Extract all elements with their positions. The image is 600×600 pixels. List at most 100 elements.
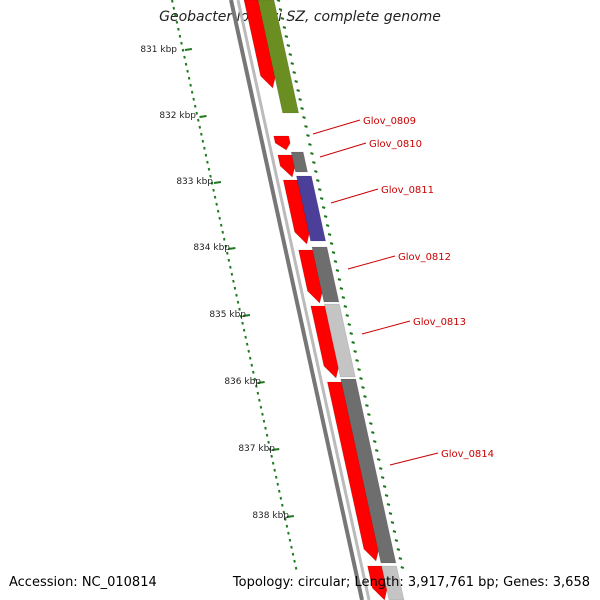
leader-line-5: [389, 452, 439, 466]
ruler-dot: [235, 293, 238, 297]
ruler-dot-right: [400, 566, 405, 569]
ruler-dot-right: [396, 548, 401, 551]
ruler-dot-right: [325, 224, 330, 227]
ruler-dot: [288, 538, 292, 542]
ruler-dot: [224, 244, 228, 248]
ruler-tick: [257, 381, 265, 384]
ruler-dot-right: [355, 359, 359, 362]
ruler-dot-right: [319, 197, 324, 200]
scale-label-833: 833 kbp: [176, 177, 213, 187]
ruler-dot: [270, 454, 273, 458]
ruler-tick: [272, 448, 280, 451]
scale-ruler: [171, 0, 405, 570]
ruler-dot-right: [337, 278, 342, 281]
ruler-dot-right: [374, 449, 379, 452]
leader-line-1: [319, 142, 367, 158]
cds-arrow-2: [277, 154, 296, 178]
ruler-dot: [186, 69, 189, 73]
ruler-dot: [172, 6, 176, 10]
ruler-dot: [282, 510, 286, 514]
gene-label-glov-0810[interactable]: Glov_0810: [369, 139, 422, 150]
ruler-dot-right: [378, 467, 383, 470]
ruler-dot: [215, 202, 218, 206]
gene-label-glov-0814[interactable]: Glov_0814: [441, 449, 494, 460]
ruler-tick: [242, 314, 251, 317]
ruler-dot-right: [371, 431, 375, 434]
ruler-dot: [218, 216, 221, 220]
scale-label-836: 836 kbp: [224, 377, 261, 387]
label-leaders: [312, 119, 439, 466]
ruler-dot-right: [394, 539, 399, 542]
ruler-dot-right: [312, 161, 316, 164]
cds-arrow-4: [298, 249, 323, 304]
ruler-dot: [293, 559, 296, 563]
ruler-dot-right: [292, 71, 297, 74]
gene-label-glov-0812[interactable]: Glov_0812: [398, 252, 451, 263]
ruler-tick: [184, 48, 193, 51]
ruler-dot-right: [376, 458, 381, 461]
ruler-dot-right: [335, 269, 340, 272]
ruler-dot-right: [347, 323, 352, 326]
ruler-dot: [244, 335, 247, 339]
ruler-dot-right: [331, 251, 336, 254]
ruler-dot: [183, 55, 186, 59]
ruler-dot-right: [306, 134, 310, 137]
ruler-dot: [226, 251, 229, 255]
ruler-dot-right: [341, 296, 346, 299]
ruler-dot-right: [314, 170, 318, 173]
ruler-dot: [171, 0, 174, 3]
map-title: Geobacter lovleyi SZ, complete genome: [159, 9, 441, 25]
ruler-dot: [253, 377, 257, 381]
ruler-dot: [287, 531, 290, 535]
ruler-dot: [242, 328, 246, 332]
ruler-dot: [284, 517, 287, 521]
ruler-dot: [262, 419, 266, 423]
ruler-dot: [273, 468, 276, 472]
ruler-dot-right: [390, 521, 395, 524]
ruler-dot: [294, 566, 298, 570]
backbone: [229, 0, 371, 600]
ruler-dot-right: [323, 215, 328, 218]
ruler-dot-right: [333, 260, 338, 263]
ruler-dot-right: [310, 152, 314, 155]
ruler-dot: [261, 412, 264, 416]
ruler-dot-right: [300, 107, 304, 110]
ruler-dot: [259, 405, 263, 409]
ruler-tick: [199, 115, 207, 118]
gene-bar-glov-0809: [257, 0, 300, 114]
scale-label-838: 838 kbp: [252, 511, 289, 521]
ruler-dot: [229, 265, 232, 269]
ruler-dot: [219, 223, 223, 227]
ruler-dot: [248, 356, 252, 360]
ruler-dot: [180, 41, 183, 45]
gene-label-glov-0813[interactable]: Glov_0813: [413, 317, 466, 328]
cds-arrow-0: [243, 0, 276, 89]
ruler-dot: [281, 503, 284, 507]
gene-label-glov-0811[interactable]: Glov_0811: [381, 185, 434, 196]
ruler-dot-right: [282, 26, 287, 29]
leader-line-2: [330, 188, 379, 204]
scale-label-835: 835 kbp: [209, 310, 246, 320]
ruler-dot-right: [321, 206, 326, 209]
ruler-dot: [209, 174, 212, 178]
ruler-dot: [291, 552, 295, 556]
ruler-dot-right: [294, 80, 299, 83]
ruler-dot: [264, 426, 267, 430]
ruler-dot: [195, 111, 199, 115]
ruler-dot-right: [363, 395, 367, 398]
ruler-dot: [290, 545, 293, 549]
ruler-dot: [216, 209, 220, 213]
ruler-dot-right: [349, 332, 354, 335]
ruler-dot: [236, 300, 240, 304]
ruler-dot: [274, 475, 278, 479]
scale-label-834: 834 kbp: [193, 243, 230, 253]
ruler-dot: [210, 181, 214, 185]
ruler-dot-right: [388, 512, 393, 515]
ruler-dot: [241, 321, 244, 325]
gene-bar-glov-0813: [324, 303, 356, 378]
gene-label-glov-0809[interactable]: Glov_0809: [363, 116, 416, 127]
ruler-dot: [190, 90, 194, 94]
ruler-dot: [252, 370, 255, 374]
ruler-dot-right: [351, 341, 355, 344]
